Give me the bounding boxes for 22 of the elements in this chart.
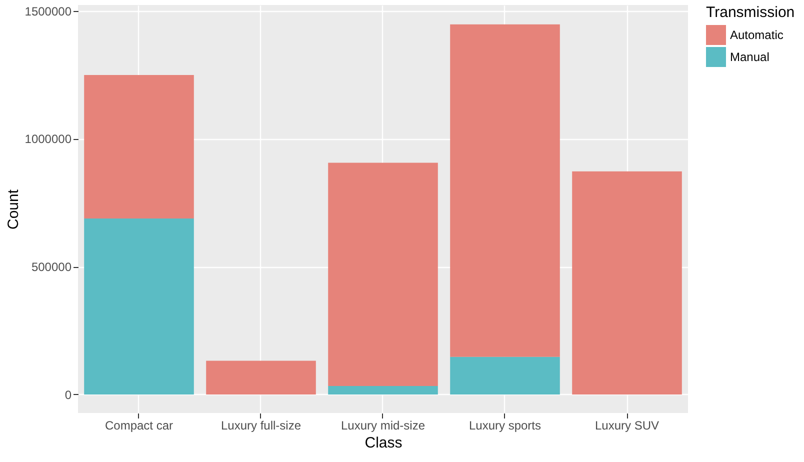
bar (572, 171, 682, 394)
legend-title: Transmission (706, 4, 795, 21)
bar (84, 74, 194, 218)
bar (328, 386, 438, 394)
bar (328, 162, 438, 386)
x-tick-label: Compact car (104, 418, 174, 432)
x-tick-label: Luxury mid-size (340, 418, 426, 432)
x-tick-label: Luxury sports (468, 418, 542, 432)
legend-label: Automatic (730, 28, 784, 42)
bar (450, 24, 560, 357)
x-axis-title: Class (364, 434, 402, 452)
bar (84, 218, 194, 394)
y-tick-label: 1500000 (24, 4, 72, 18)
x-tick-label: Luxury full-size (220, 418, 302, 432)
bar (450, 356, 560, 394)
y-axis-title: Count (4, 188, 22, 230)
y-tick-label: 500000 (31, 260, 72, 274)
legend-label: Manual (730, 50, 770, 64)
y-tick-label: 0 (64, 388, 72, 402)
bar (206, 360, 316, 394)
x-tick-label: Luxury SUV (594, 418, 660, 432)
y-tick-label: 1000000 (24, 132, 72, 146)
